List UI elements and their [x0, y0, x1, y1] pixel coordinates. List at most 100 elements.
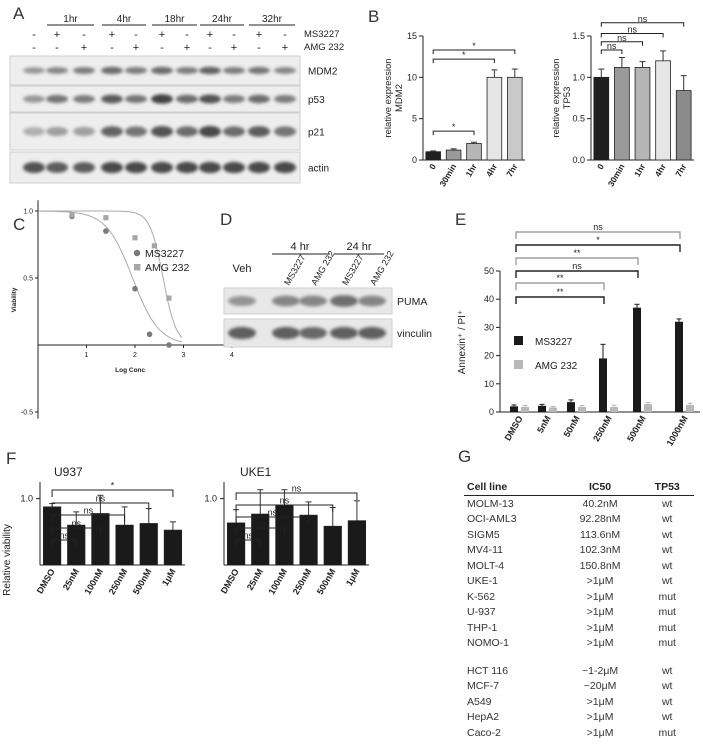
bar	[614, 67, 630, 161]
significance-label: ns	[268, 508, 278, 518]
treatment-sign: -	[110, 42, 114, 54]
blot-band	[101, 126, 123, 137]
blot-band	[223, 95, 245, 103]
y-tick-label: 30	[484, 322, 494, 332]
table-cell-ic50: 113.6nM	[580, 528, 621, 541]
table-row: MV4-11 102.3nM wt	[464, 543, 694, 559]
data-point	[166, 342, 172, 348]
bar	[634, 67, 651, 161]
lane-label: MS3227	[340, 253, 365, 287]
blot-band	[176, 94, 198, 104]
blot-band	[23, 95, 45, 103]
significance-bracket	[432, 130, 475, 136]
significance-label: ns	[607, 41, 617, 51]
table-cell-ic50: 40.2nM	[582, 497, 618, 510]
table-cell-tp53: mut	[658, 590, 676, 603]
data-point	[132, 235, 138, 241]
x-tick-label: 4hr	[484, 161, 500, 178]
table-cell-ic50: >1μM	[586, 575, 614, 588]
x-tick-label: DMSO	[503, 414, 525, 442]
blot-band	[274, 126, 296, 137]
x-tick-label: 3	[182, 352, 186, 359]
x-tick-label: 1μM	[344, 567, 362, 588]
lane-label: AMG 232	[309, 249, 337, 287]
y-axis-label: Annexin⁺ / PI⁺	[457, 310, 468, 374]
table-cell-cell-line: MCF-7	[467, 680, 500, 693]
bar	[275, 504, 294, 566]
table-row: K-562 >1μM mut	[464, 589, 694, 605]
panel-a-letter: A	[13, 4, 25, 23]
treatment-sign: -	[82, 29, 86, 41]
significance-label: ns	[280, 496, 290, 506]
significance-bracket	[235, 539, 261, 547]
y-tick-label: 0.5	[572, 114, 585, 124]
significance-bracket	[600, 49, 623, 55]
blot-band	[274, 95, 296, 103]
blot-band	[46, 162, 68, 173]
blot-band	[151, 126, 173, 137]
table-cell-tp53: wt	[661, 695, 673, 708]
blot-label: PUMA	[397, 296, 427, 308]
blot-band	[358, 295, 386, 307]
y-tick-label: 1.0	[572, 72, 585, 82]
bar-amg-232	[521, 406, 529, 412]
table-cell-ic50: >1μM	[586, 621, 614, 634]
blot-band	[199, 125, 221, 138]
significance-label: ns	[243, 531, 253, 541]
y-axis-label: relative expression	[383, 58, 394, 137]
blot-band	[299, 295, 327, 307]
table-row: U-937 >1μM mut	[464, 605, 694, 621]
bar	[445, 149, 462, 161]
table-cell-tp53: wt	[661, 528, 673, 541]
treatment-sign: -	[160, 42, 164, 54]
timepoint-label: 32hr	[262, 14, 283, 25]
panel-e-letter: E	[455, 210, 466, 229]
data-point	[146, 331, 153, 338]
table-cell-ic50: >1μM	[586, 637, 614, 650]
significance-bracket	[600, 41, 643, 46]
bar	[507, 76, 523, 161]
legend-label: MS3227	[145, 248, 184, 260]
significance-bracket	[515, 296, 605, 304]
bar	[655, 60, 671, 161]
data-point	[103, 215, 109, 221]
column-header-ic50: IC50	[559, 479, 641, 496]
table-cell-ic50: 92.28nM	[579, 513, 621, 526]
bar-amg-232	[686, 404, 694, 412]
table-cell-tp53: mut	[658, 621, 676, 634]
y-tick-label: 40	[484, 294, 494, 304]
blot-label: p53	[308, 95, 325, 106]
table-cell-tp53: wt	[661, 711, 673, 724]
treatment-sign: -	[32, 42, 36, 54]
fit-curve-ms3227	[39, 210, 183, 343]
treatment-sign: -	[134, 29, 138, 41]
significance-bracket	[515, 244, 681, 252]
blot-band	[151, 66, 173, 75]
x-tick-label: 25nM	[245, 567, 265, 592]
y-tick-label: 15	[407, 31, 417, 41]
blot-band	[358, 326, 386, 340]
significance-bracket	[235, 504, 334, 512]
significance-label: *	[462, 50, 466, 60]
table-cell-ic50: >1μM	[586, 695, 614, 708]
significance-label: ns	[593, 222, 603, 232]
significance-bracket	[432, 58, 495, 64]
y-tick-label: 0.0	[572, 155, 585, 165]
treatment-sign: +	[133, 42, 139, 54]
legend-swatch	[514, 336, 523, 345]
y-tick-label: 10	[484, 379, 494, 389]
chart-viability-curves: 1 2 3 4 1.0 0.5 -0.5 Viability Log Conc MS3227 AMG…	[11, 200, 237, 419]
x-tick-label: 7hr	[504, 161, 520, 178]
blot-band	[248, 126, 270, 137]
blot-label: vinculin	[397, 328, 432, 340]
bar	[347, 520, 367, 566]
x-tick-label: 50nM	[562, 414, 582, 439]
group-label: 4 hr	[291, 241, 310, 253]
blot-band	[223, 126, 245, 137]
y-axis-label: Relative viability	[2, 524, 13, 596]
significance-bracket	[515, 270, 639, 278]
bar-ms3227	[538, 405, 546, 412]
